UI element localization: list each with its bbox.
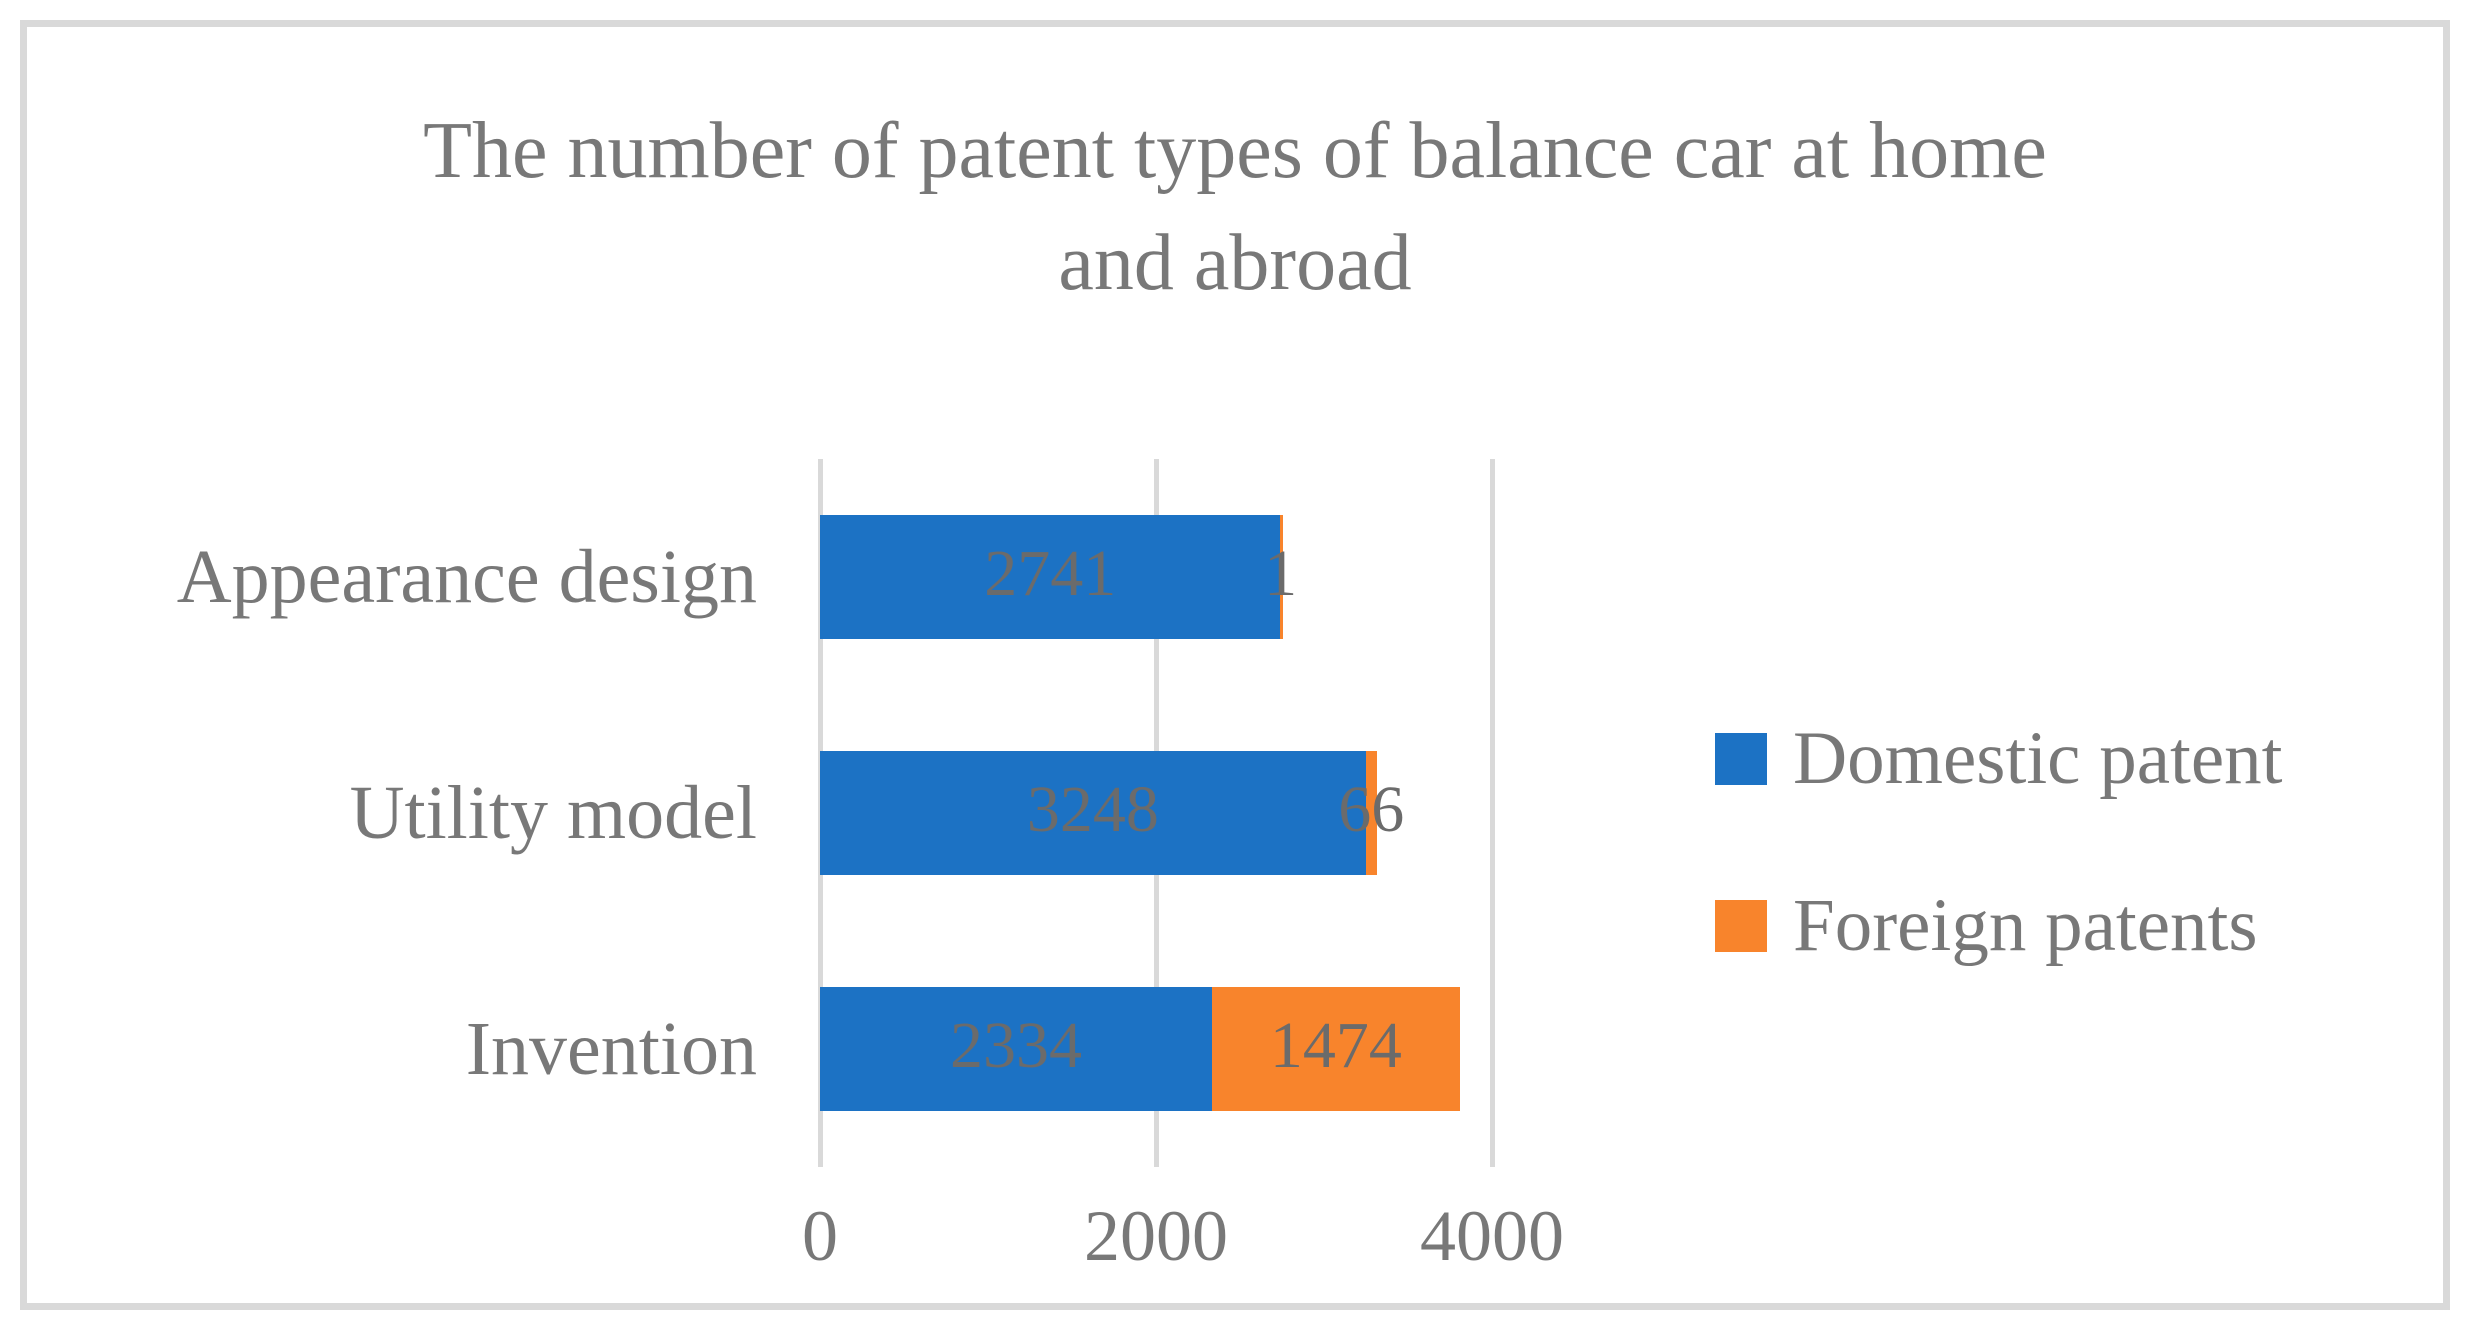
legend-item-domestic-patent: Domestic patent [1715,717,2282,800]
category-label-0: Appearance design [176,535,757,619]
bar-segment-domestic-patent [820,987,1213,1111]
bar-segment-domestic-patent [820,515,1281,639]
bar-segment-foreign-patents [1365,751,1377,875]
chart-title-line-1: The number of patent types of balance ca… [423,107,2047,195]
bar-value-label: 2334 [950,1008,1083,1082]
x-axis: 0 2000 4000 [27,1195,2443,1285]
legend-swatch-domestic-patent [1715,733,1767,785]
x-tick-label-2000: 2000 [1084,1196,1228,1276]
bar-value-label: 1474 [1269,1008,1402,1082]
x-tick-label-4000: 4000 [1420,1196,1564,1276]
bar-track-0 [820,515,1284,639]
chart-title-line-2: and abroad [1058,219,1412,307]
bar-segment-foreign-patents [1212,987,1460,1111]
chart-border: The number of patent types of balance ca… [20,20,2450,1310]
bar-row-1: 3248 66 [820,695,1492,931]
legend-item-foreign-patents: Foreign patents [1715,884,2258,967]
category-label-1: Utility model [349,771,757,855]
bar-value-label: 2741 [984,536,1117,610]
bar-segment-foreign-patents [1280,515,1284,639]
bar-value-label: 3248 [1026,772,1159,846]
category-label-2: Invention [465,1007,757,1091]
chart-title: The number of patent types of balance ca… [27,95,2443,319]
x-tick-label-0: 0 [802,1196,838,1276]
category-axis: Appearance design Utility model Invention [67,459,757,1167]
bar-track-2 [820,987,1460,1111]
bar-track-1 [820,751,1377,875]
bar-row-0: 2741 1 [820,459,1492,695]
legend-swatch-foreign-patents [1715,900,1767,952]
bar-value-label: 1 [1264,536,1298,610]
bar-segment-domestic-patent [820,751,1366,875]
bar-value-label: 66 [1338,772,1405,846]
gridline-4000 [1490,459,1495,1167]
legend-label-domestic-patent: Domestic patent [1793,717,2283,800]
plot-area: 2741 1 3248 66 2334 1474 [818,459,1495,1167]
bar-row-2: 2334 1474 [820,931,1492,1167]
legend-label-foreign-patents: Foreign patents [1793,884,2258,967]
